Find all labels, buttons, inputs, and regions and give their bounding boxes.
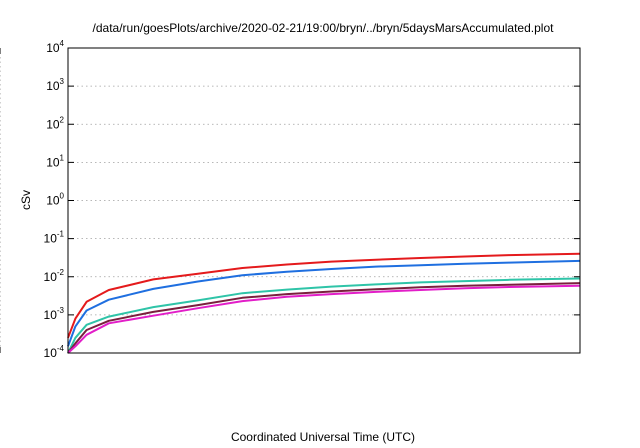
series-line-3	[67, 277, 581, 354]
y-tick-label: 103	[46, 77, 64, 93]
y-tick-label: 100	[46, 192, 64, 208]
y-tick-label: 10-3	[44, 306, 65, 322]
series-line-2	[67, 259, 581, 347]
y-tick-label: 10-1	[44, 230, 65, 246]
series-line-1	[67, 252, 581, 339]
grid-lines	[0, 48, 580, 353]
series-line-4	[67, 282, 581, 354]
chart-title: /data/run/goesPlots/archive/2020-02-21/1…	[93, 21, 555, 35]
y-tick-label: 10-4	[44, 344, 65, 360]
y-tick-label: 104	[46, 39, 64, 55]
x-axis-label: Coordinated Universal Time (UTC)	[231, 430, 415, 444]
y-tick-label: 101	[46, 153, 64, 169]
y-tick-label: 102	[46, 115, 64, 131]
y-tick-label: 10-2	[44, 268, 65, 284]
series-lines	[67, 252, 581, 354]
y-axis-label: cSv	[19, 190, 33, 210]
y-ticks: 10-4 10-3 10-2 10-1 100 101 102 103 104	[44, 39, 580, 360]
series-line-5	[67, 284, 581, 354]
